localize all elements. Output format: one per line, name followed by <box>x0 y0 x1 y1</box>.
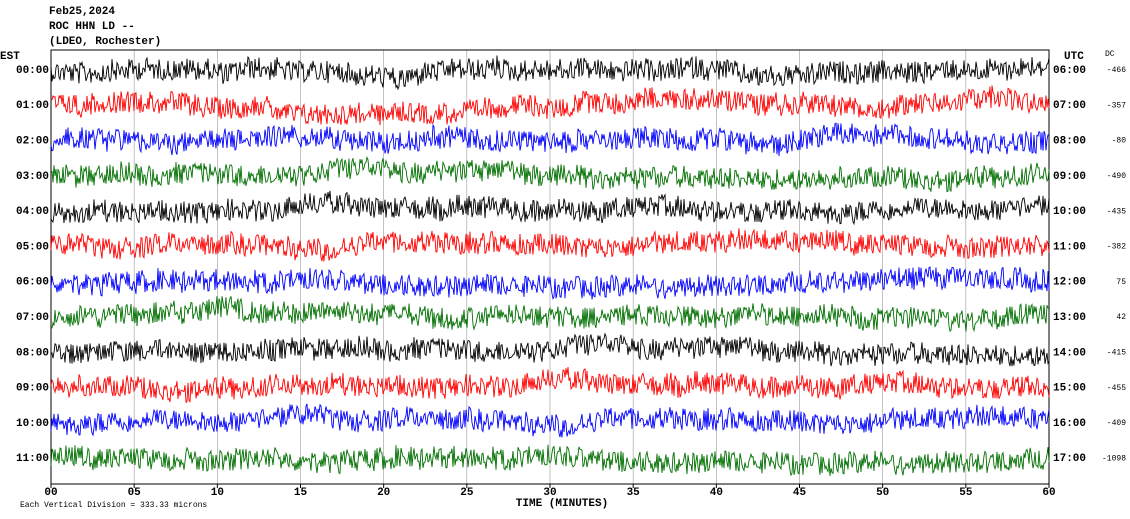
trace <box>50 55 1050 91</box>
utc-time-label: 12:00 <box>1053 277 1086 289</box>
dc-value: -409 <box>1107 419 1126 428</box>
trace <box>50 444 1050 477</box>
dc-value: -80 <box>1112 137 1127 146</box>
x-tick-label: 10 <box>211 487 224 499</box>
utc-time-label: 16:00 <box>1053 418 1086 430</box>
dc-value: -357 <box>1107 101 1126 110</box>
utc-time-label: 17:00 <box>1053 453 1086 465</box>
x-tick-label: 05 <box>128 487 142 499</box>
x-tick-label: 35 <box>627 487 641 499</box>
dc-value: 75 <box>1116 278 1126 287</box>
dc-value: -455 <box>1107 384 1126 393</box>
utc-time-label: 07:00 <box>1053 100 1086 112</box>
est-time-label: 10:00 <box>16 418 49 430</box>
dc-value: -382 <box>1107 243 1126 252</box>
x-tick-label: 45 <box>793 487 807 499</box>
dc-label: DC <box>1105 50 1115 59</box>
est-time-label: 03:00 <box>16 171 49 183</box>
est-time-label: 02:00 <box>16 136 49 148</box>
utc-time-label: 14:00 <box>1053 347 1086 359</box>
x-tick-label: 00 <box>44 487 57 499</box>
footnote: Each Vertical Division = 333.33 microns <box>20 501 207 510</box>
utc-time-label: 09:00 <box>1053 171 1086 183</box>
dc-value: -490 <box>1107 172 1126 181</box>
dc-value: -466 <box>1107 66 1126 75</box>
trace <box>50 228 1050 262</box>
est-time-label: 08:00 <box>16 347 49 359</box>
trace <box>50 122 1050 157</box>
x-tick-label: 60 <box>1042 487 1055 499</box>
utc-time-label: 15:00 <box>1053 383 1086 395</box>
dc-value: -435 <box>1107 207 1126 216</box>
traces <box>50 55 1050 477</box>
est-time-label: 05:00 <box>16 241 49 253</box>
est-time-label: 04:00 <box>16 206 49 218</box>
x-axis-label: TIME (MINUTES) <box>516 498 608 510</box>
trace <box>50 366 1050 403</box>
x-tick-label: 40 <box>710 487 723 499</box>
trace <box>50 296 1050 333</box>
x-tick-label: 55 <box>959 487 973 499</box>
est-time-label: 09:00 <box>16 383 49 395</box>
trace <box>50 266 1050 300</box>
trace <box>50 156 1050 193</box>
title-line: Feb25,2024 <box>49 6 115 18</box>
trace <box>50 190 1050 226</box>
est-time-label: 00:00 <box>16 65 49 77</box>
utc-time-label: 10:00 <box>1053 206 1086 218</box>
title-line: ROC HHN LD -- <box>49 21 135 33</box>
est-time-label: 06:00 <box>16 277 49 289</box>
plot-frame <box>50 49 1050 485</box>
trace <box>50 403 1050 438</box>
dc-value: 42 <box>1116 313 1126 322</box>
right-axis-label: UTC <box>1064 51 1084 63</box>
trace <box>50 332 1050 367</box>
dc-value: -415 <box>1107 349 1126 358</box>
est-time-label: 07:00 <box>16 312 49 324</box>
trace <box>50 85 1050 126</box>
left-axis-label: EST <box>0 51 20 63</box>
x-tick-label: 50 <box>876 487 889 499</box>
title-line: (LDEO, Rochester) <box>49 36 161 48</box>
x-tick-label: 15 <box>294 487 308 499</box>
utc-time-label: 08:00 <box>1053 136 1086 148</box>
x-tick-label: 20 <box>377 487 390 499</box>
dc-value: -1098 <box>1102 454 1126 463</box>
x-tick-label: 30 <box>543 487 556 499</box>
est-time-label: 01:00 <box>16 100 49 112</box>
x-tick-label: 25 <box>460 487 474 499</box>
utc-time-label: 11:00 <box>1053 241 1086 253</box>
utc-time-label: 13:00 <box>1053 312 1086 324</box>
est-time-label: 11:00 <box>16 453 49 465</box>
utc-time-label: 06:00 <box>1053 65 1086 77</box>
